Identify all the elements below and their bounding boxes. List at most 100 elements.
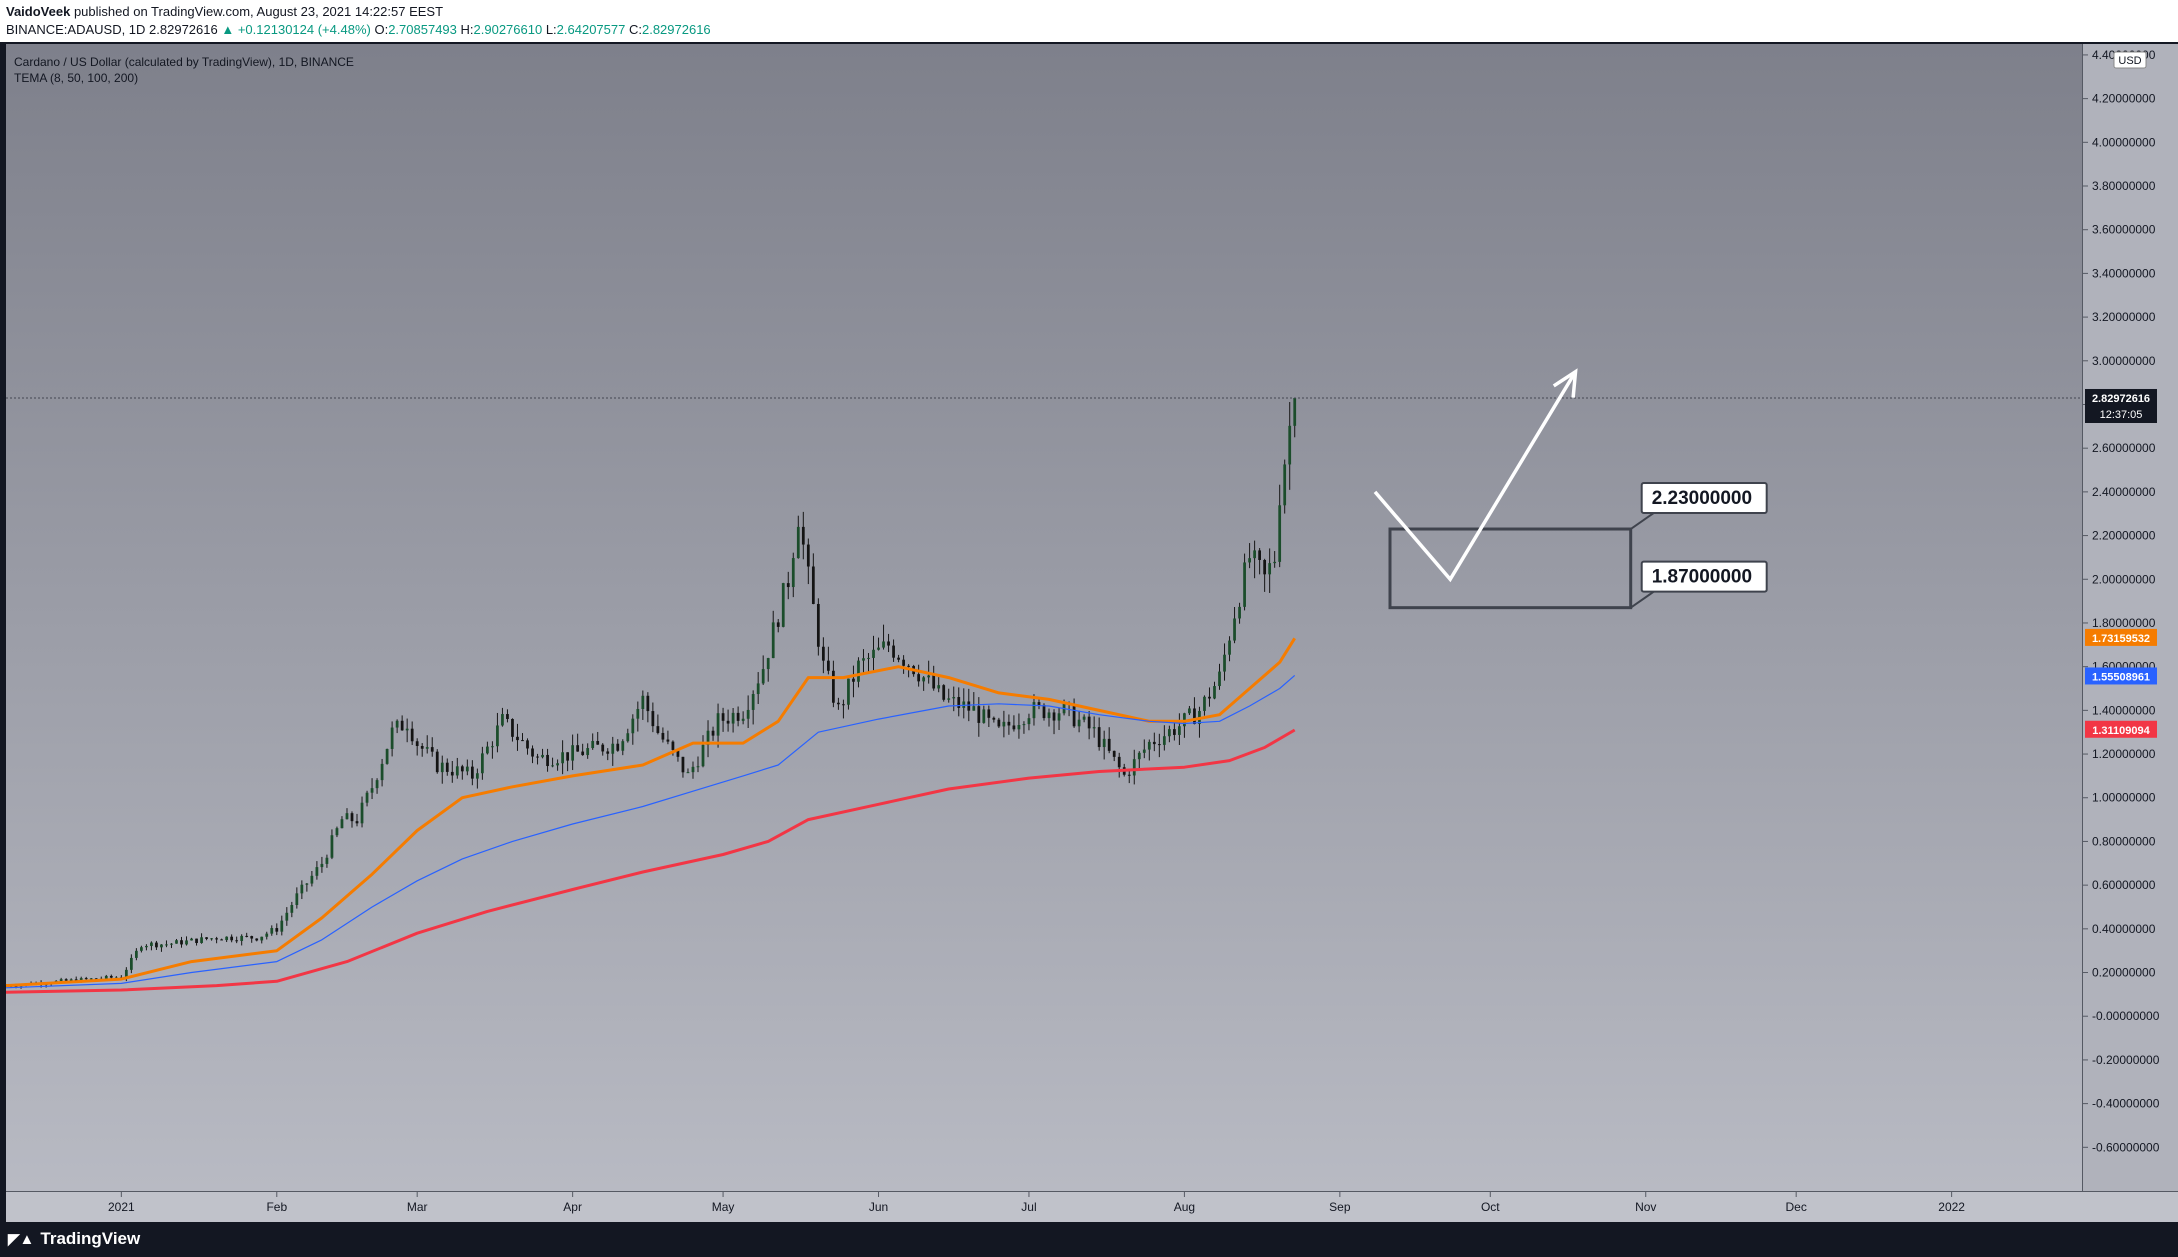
published-text: published on TradingView.com, August 23,… — [73, 4, 444, 19]
time-tick-label: Oct — [1481, 1200, 1500, 1214]
price-tick-label: 2.20000000 — [2092, 529, 2156, 543]
candle-body — [541, 754, 544, 758]
candle-body — [330, 835, 334, 858]
candle-body — [987, 709, 991, 718]
candle-body — [892, 645, 895, 658]
candle-body — [265, 933, 269, 937]
candle-body — [521, 740, 524, 742]
candle-body — [1032, 702, 1036, 719]
candle-body — [1183, 713, 1186, 727]
candle-body — [350, 813, 354, 822]
time-axis-background — [6, 1191, 2178, 1222]
candle-body — [89, 978, 93, 980]
candle-body — [942, 685, 946, 700]
currency-badge[interactable]: USD — [2113, 51, 2147, 69]
candle-body — [64, 979, 68, 981]
candle-body — [300, 884, 304, 894]
candle-body — [826, 660, 830, 671]
candle-body — [1208, 696, 1211, 699]
candle-body — [155, 942, 158, 948]
candle-body — [145, 945, 148, 948]
last-price-label-countdown: 12:37:05 — [2100, 409, 2143, 421]
legend-indicator[interactable]: TEMA (8, 50, 100, 200) — [14, 71, 139, 85]
candle-body — [1238, 606, 1241, 619]
candle-body — [842, 704, 845, 706]
candle-body — [1137, 752, 1141, 760]
candle-body — [270, 928, 274, 934]
zone-top-callout-box — [1640, 482, 1768, 515]
candle-body — [922, 677, 926, 682]
candle-body — [501, 714, 504, 726]
tema-lines — [5, 637, 1296, 994]
candle-body — [215, 938, 218, 940]
footer-bar: ◤▲ TradingView — [0, 1222, 2178, 1257]
candle-body — [1268, 563, 1272, 575]
publish-line: VaidoVeek published on TradingView.com, … — [6, 4, 443, 19]
candle-body — [531, 748, 534, 757]
candle-body — [741, 718, 745, 721]
zone-bottom-callout-box — [1640, 560, 1768, 593]
candle-body — [1127, 774, 1131, 776]
candle-body — [626, 733, 630, 742]
brand-name: TradingView — [40, 1229, 141, 1248]
candle-body — [180, 940, 183, 945]
candle-body — [726, 720, 730, 724]
candle-body — [375, 780, 379, 789]
time-tick-label: May — [712, 1200, 735, 1214]
candle-body — [150, 942, 153, 946]
close-value: 2.82972616 — [641, 22, 711, 37]
candle-body — [94, 978, 98, 980]
top-info-bar: VaidoVeek published on TradingView.com, … — [0, 0, 2178, 42]
candle-body — [140, 947, 143, 951]
time-tick-label: Feb — [266, 1200, 287, 1214]
candle-body — [766, 658, 770, 670]
candle-body — [997, 719, 1001, 727]
time-tick-label: Apr — [563, 1200, 582, 1214]
candle-body — [320, 863, 324, 868]
candle-body — [1263, 559, 1267, 575]
time-tick-label: 2021 — [108, 1200, 135, 1214]
candle-body — [882, 641, 885, 648]
price-tick-label: 1.40000000 — [2092, 703, 2156, 717]
candle-body — [486, 746, 489, 754]
candle-body — [1052, 712, 1056, 721]
projection-arrowhead — [1552, 368, 1578, 398]
candle-body — [636, 708, 640, 719]
candle-body — [455, 766, 459, 776]
candle-body — [972, 706, 976, 711]
candle-body — [751, 694, 755, 710]
candle-body — [430, 747, 434, 752]
price-tick-label: 2.40000000 — [2092, 485, 2156, 499]
candle-body — [1223, 654, 1226, 672]
candle-body — [506, 714, 509, 719]
candle-body — [445, 762, 449, 772]
candle-body — [470, 766, 474, 779]
candle-body — [390, 727, 394, 749]
author-name[interactable]: VaidoVeek — [6, 4, 71, 19]
candle-body — [1017, 724, 1021, 730]
candle-body — [706, 730, 710, 745]
candle-body — [641, 695, 645, 709]
candle-body — [305, 883, 309, 885]
tradingview-brand[interactable]: ◤▲ TradingView — [8, 1229, 140, 1249]
candle-body — [496, 725, 499, 747]
close-label: C: — [628, 22, 642, 37]
candle-body — [175, 940, 178, 944]
candle-body — [776, 622, 780, 627]
candle-body — [380, 763, 384, 781]
candle-body — [571, 745, 575, 761]
candle-body — [1228, 640, 1231, 655]
candle-body — [821, 646, 825, 661]
candle-body — [460, 766, 464, 772]
candle-body — [837, 702, 840, 705]
candle-body — [1072, 704, 1076, 727]
time-tick-label: Mar — [407, 1200, 428, 1214]
candle-body — [1258, 550, 1262, 560]
candle-body — [591, 741, 595, 749]
chart-legend: Cardano / US Dollar (calculated by Tradi… — [14, 54, 354, 86]
price-chart[interactable]: 4.400000004.200000004.000000003.80000000… — [0, 42, 2178, 1222]
time-tick-label: 2022 — [1938, 1200, 1965, 1214]
candle-body — [696, 766, 700, 768]
candle-body — [1027, 718, 1031, 725]
candle-body — [937, 685, 941, 689]
